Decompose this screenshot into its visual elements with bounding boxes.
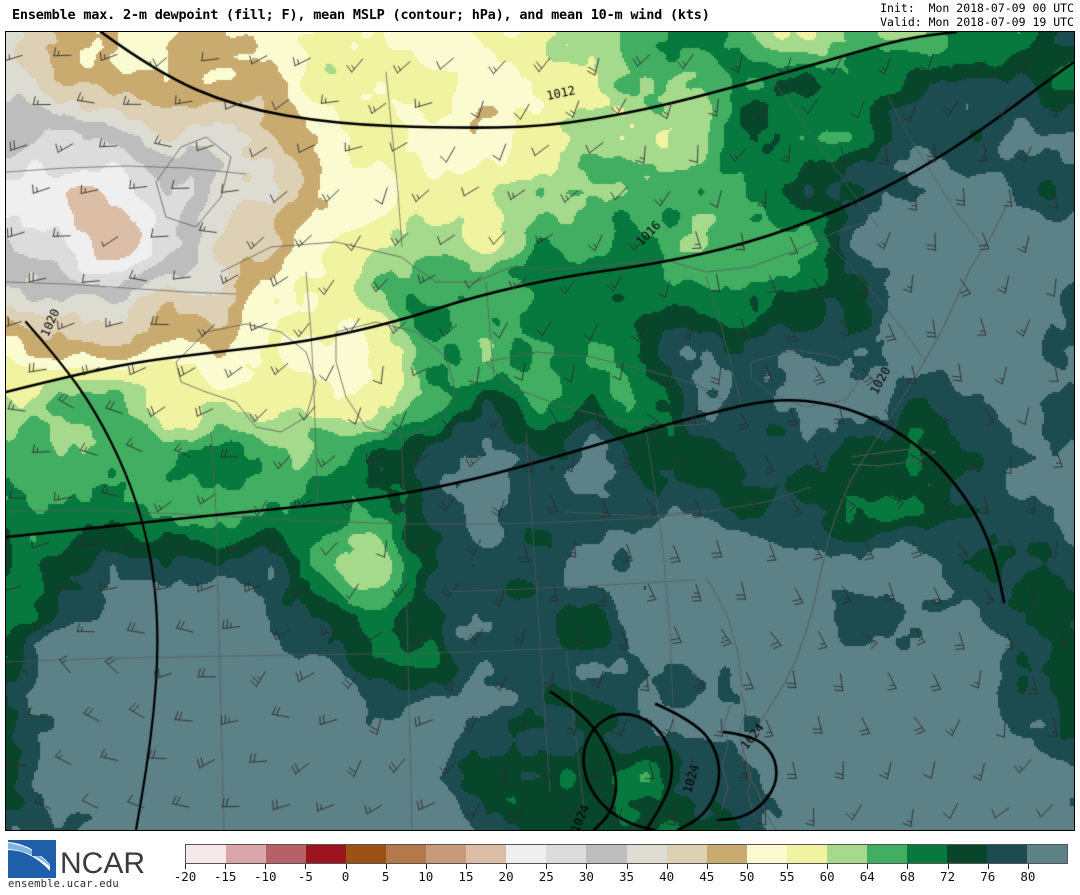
colorbar-swatches bbox=[185, 844, 1068, 864]
colorbar-tick bbox=[827, 864, 829, 869]
colorbar-swatch bbox=[186, 845, 227, 863]
map-panel[interactable] bbox=[5, 31, 1075, 831]
colorbar-tick bbox=[867, 864, 869, 869]
colorbar-tick-label: 30 bbox=[578, 869, 594, 884]
colorbar-tick-label: 10 bbox=[418, 869, 434, 884]
colorbar-tick-label: 35 bbox=[618, 869, 635, 884]
colorbar-tick-label: -20 bbox=[173, 869, 197, 884]
colorbar-tick bbox=[746, 864, 748, 869]
colorbar-tick bbox=[706, 864, 708, 869]
colorbar-tick bbox=[787, 864, 789, 869]
colorbar-swatch bbox=[786, 845, 827, 863]
colorbar-swatch bbox=[746, 845, 787, 863]
colorbar-tick-label: 40 bbox=[659, 869, 675, 884]
colorbar-swatch bbox=[946, 845, 987, 863]
colorbar-tick-label: 72 bbox=[940, 869, 956, 884]
colorbar-swatch bbox=[626, 845, 667, 863]
colorbar-tick-label: 15 bbox=[458, 869, 474, 884]
colorbar-swatch bbox=[666, 845, 707, 863]
page-title: Ensemble max. 2-m dewpoint (fill; F), me… bbox=[12, 7, 710, 23]
colorbar-tick bbox=[465, 864, 467, 869]
colorbar-swatch bbox=[586, 845, 627, 863]
colorbar-tick bbox=[265, 864, 267, 869]
colorbar-tick-labels: -20 -15 -10 -5 0 5 10 15 20 25 30 35 40 45 50 55 60 64 68 7… bbox=[174, 869, 1068, 889]
colorbar-tick-label: 68 bbox=[899, 869, 915, 884]
colorbar-tick bbox=[586, 864, 588, 869]
colorbar-swatch bbox=[466, 845, 507, 863]
colorbar-swatch bbox=[986, 845, 1027, 863]
valid-time: Valid: Mon 2018-07-09 19 UTC bbox=[880, 15, 1074, 29]
colorbar[interactable]: -20 -15 -10 -5 0 5 10 15 20 25 30 35 40 45 50 55 60 64 68 7… bbox=[174, 844, 1068, 894]
colorbar-tick-label: -5 bbox=[297, 869, 313, 884]
colorbar-swatch bbox=[906, 845, 947, 863]
colorbar-swatch bbox=[1026, 845, 1068, 863]
colorbar-swatch bbox=[866, 845, 907, 863]
colorbar-tick bbox=[345, 864, 347, 869]
colorbar-swatch bbox=[346, 845, 387, 863]
colorbar-swatch bbox=[546, 845, 587, 863]
colorbar-swatch bbox=[266, 845, 307, 863]
colorbar-tick bbox=[1027, 864, 1029, 869]
colorbar-tick-label: -10 bbox=[253, 869, 277, 884]
colorbar-tick bbox=[987, 864, 989, 869]
colorbar-tick bbox=[907, 864, 909, 869]
ncar-url[interactable]: ensemble.ucar.edu bbox=[8, 878, 119, 890]
colorbar-tick-label: -15 bbox=[213, 869, 237, 884]
colorbar-tick-label: 50 bbox=[739, 869, 755, 884]
colorbar-tick-label: 55 bbox=[779, 869, 795, 884]
colorbar-tick-label: 0 bbox=[341, 869, 350, 884]
colorbar-tick bbox=[185, 864, 186, 869]
colorbar-tick bbox=[305, 864, 307, 869]
colorbar-tick bbox=[666, 864, 668, 869]
colorbar-tick bbox=[425, 864, 427, 869]
colorbar-tick bbox=[947, 864, 949, 869]
colorbar-tick bbox=[385, 864, 387, 869]
colorbar-swatch bbox=[826, 845, 867, 863]
colorbar-swatch bbox=[386, 845, 427, 863]
colorbar-swatch bbox=[306, 845, 347, 863]
colorbar-swatch bbox=[706, 845, 747, 863]
colorbar-tick-label: 25 bbox=[538, 869, 554, 884]
colorbar-tick bbox=[506, 864, 508, 869]
colorbar-swatch bbox=[426, 845, 467, 863]
ncar-logo[interactable]: NCAR bbox=[6, 838, 176, 893]
colorbar-swatch bbox=[506, 845, 547, 863]
dewpoint-fill-map[interactable] bbox=[6, 32, 1074, 830]
colorbar-swatch bbox=[226, 845, 267, 863]
colorbar-tick-label: 20 bbox=[498, 869, 514, 884]
colorbar-tick bbox=[546, 864, 548, 869]
colorbar-tick-label: 60 bbox=[819, 869, 835, 884]
colorbar-tick-label: 64 bbox=[859, 869, 875, 884]
init-time: Init: Mon 2018-07-09 00 UTC bbox=[880, 1, 1074, 15]
ncar-wordmark: NCAR bbox=[60, 847, 145, 880]
colorbar-tick-label: 45 bbox=[699, 869, 715, 884]
footer-bar: NCAR ensemble.ucar.edu -20 -15 -10 -5 0 5 10 15… bbox=[0, 836, 1080, 895]
header-bar: Ensemble max. 2-m dewpoint (fill; F), me… bbox=[0, 0, 1080, 30]
colorbar-tick bbox=[626, 864, 628, 869]
colorbar-tick bbox=[225, 864, 227, 869]
run-timestamps: Init: Mon 2018-07-09 00 UTC Valid: Mon 2… bbox=[880, 1, 1074, 29]
colorbar-ticks bbox=[185, 864, 1068, 870]
colorbar-tick-label: 5 bbox=[381, 869, 390, 884]
colorbar-tick-label: 76 bbox=[980, 869, 996, 884]
colorbar-tick-label: 80 bbox=[1020, 869, 1036, 884]
